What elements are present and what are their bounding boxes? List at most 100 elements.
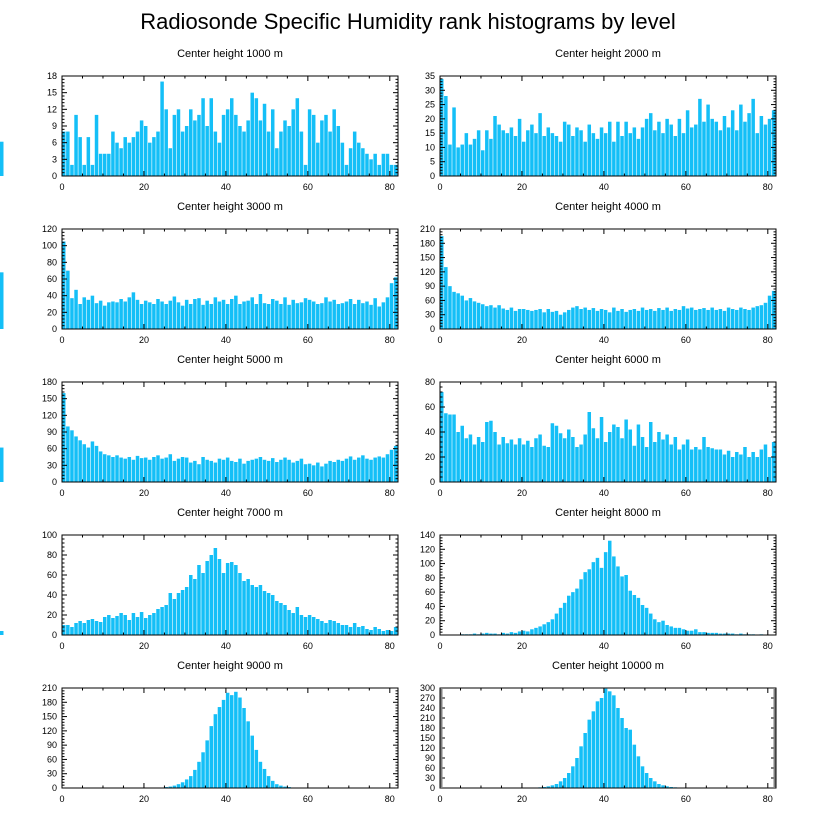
histogram-bar — [730, 309, 735, 329]
histogram-bar — [254, 458, 259, 482]
histogram-bar — [509, 307, 514, 329]
y-tick-label: 60 — [425, 763, 435, 773]
x-tick-label: 0 — [59, 182, 64, 192]
histogram-bar — [706, 309, 710, 329]
x-tick-label: 0 — [437, 182, 442, 192]
histogram-bar — [509, 127, 514, 176]
histogram-bar — [595, 310, 600, 329]
histogram-bar — [266, 593, 271, 635]
histogram-bar — [476, 437, 481, 482]
histogram-bar — [751, 307, 755, 329]
histogram-bar — [172, 114, 177, 176]
histogram-bar — [546, 786, 551, 788]
histogram-bar — [189, 304, 193, 329]
histogram-bar — [583, 733, 587, 788]
histogram-bar — [681, 444, 686, 482]
histogram-bar — [107, 302, 111, 329]
y-tick-label: 100 — [420, 559, 435, 569]
histogram-bar — [221, 459, 226, 482]
histogram-bar — [324, 114, 328, 176]
histogram-bar — [332, 462, 336, 482]
histogram-bar — [468, 144, 473, 176]
histogram-bar — [726, 450, 731, 482]
y-tick-label: 90 — [47, 740, 57, 750]
histogram-bar — [513, 310, 518, 329]
histogram-bar — [726, 307, 731, 329]
histogram-bar — [291, 299, 295, 329]
histogram-bar — [575, 127, 579, 176]
histogram-bar — [620, 438, 624, 482]
y-tick-label: 80 — [425, 573, 435, 583]
histogram-bar — [665, 307, 669, 329]
histogram-bar — [307, 109, 312, 176]
histogram-bar — [452, 291, 456, 329]
histogram-bar — [657, 432, 661, 482]
histogram-bar — [620, 718, 624, 788]
y-tick-label: 150 — [42, 394, 57, 404]
histogram-bar — [603, 688, 608, 788]
histogram-bar — [534, 133, 538, 176]
histogram-bar — [184, 779, 189, 788]
histogram-bar — [665, 786, 669, 788]
histogram-bar — [344, 164, 349, 176]
histogram-bar — [501, 632, 505, 635]
histogram-bar — [620, 576, 624, 635]
y-tick-label: 12 — [47, 104, 57, 114]
histogram-panel: Center height 4000 m 0 20 40 60 80 0 30 60 90 120 1… — [0, 201, 777, 345]
x-tick-label: 80 — [385, 335, 395, 345]
histogram-bar — [62, 131, 66, 176]
histogram-bar — [320, 621, 324, 635]
histogram-bar — [365, 301, 369, 329]
histogram-bar — [385, 297, 390, 329]
histogram-bar — [156, 609, 160, 635]
histogram-bar — [66, 131, 70, 176]
histogram-bar — [726, 633, 731, 635]
y-tick-label: 150 — [42, 712, 57, 722]
histogram-bar — [254, 98, 259, 176]
histogram-bar — [558, 141, 563, 176]
histogram-bar — [275, 300, 279, 329]
x-tick-label: 0 — [437, 641, 442, 651]
histogram-bar — [328, 131, 332, 176]
histogram-bar — [476, 302, 481, 329]
histogram-bar — [640, 766, 645, 788]
x-tick-label: 60 — [303, 794, 313, 804]
histogram-bar — [665, 434, 669, 482]
histogram-bar — [328, 620, 332, 635]
histogram-bar — [246, 460, 250, 482]
histogram-bar — [710, 118, 714, 176]
histogram-bar — [644, 773, 649, 788]
histogram-bar — [213, 297, 218, 329]
histogram-bar — [279, 459, 283, 482]
histogram-bar — [755, 306, 760, 329]
histogram-bar — [197, 565, 201, 635]
histogram-bar — [189, 776, 193, 788]
histogram-bar — [221, 699, 226, 788]
histogram-bar — [311, 617, 316, 635]
histogram-bar — [160, 607, 164, 635]
y-tick-label: 120 — [420, 743, 435, 753]
histogram-bar — [677, 118, 682, 176]
histogram-bar — [369, 630, 373, 635]
histogram-bar — [365, 153, 369, 176]
histogram-bar — [624, 311, 628, 329]
histogram-bar — [62, 393, 66, 482]
histogram-bar — [86, 299, 91, 329]
panel-title: Center height 9000 m — [177, 660, 283, 672]
histogram-bar — [517, 118, 522, 176]
histogram-bar — [320, 120, 324, 176]
histogram-bar — [628, 590, 632, 635]
histogram-bar — [156, 455, 160, 482]
histogram-bar — [234, 295, 238, 329]
histogram-bar — [373, 153, 377, 176]
histogram-bar — [681, 629, 686, 635]
histogram-bar — [160, 458, 164, 482]
histogram-bar — [530, 629, 534, 635]
y-tick-label: 180 — [42, 697, 57, 707]
histogram-bar — [389, 164, 394, 176]
y-tick-label: 240 — [420, 703, 435, 713]
panel-title: Center height 2000 m — [555, 48, 661, 60]
histogram-bar — [78, 621, 82, 635]
histogram-bar — [648, 309, 653, 329]
histogram-bar — [730, 457, 735, 482]
